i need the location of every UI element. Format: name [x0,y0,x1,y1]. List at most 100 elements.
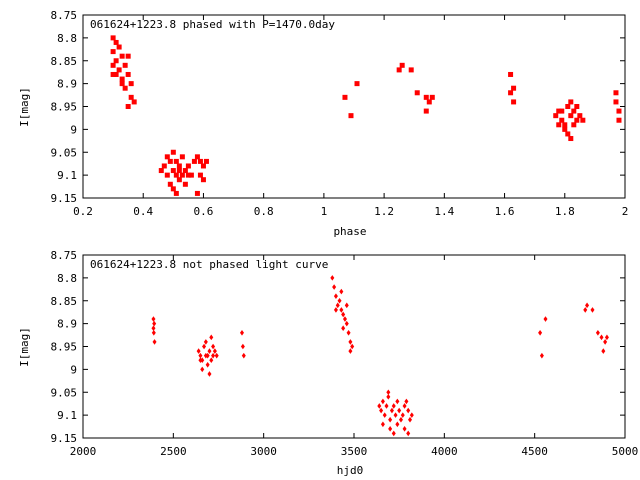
data-point [590,307,595,313]
data-point [182,181,188,187]
unphased-chart: 061624+1223.8 not phased light curve hjd… [18,249,638,477]
phased-chart: 061624+1223.8 phased with P=1470.0day ph… [18,9,628,238]
unphased-x-axis-label: hjd0 [337,464,364,477]
data-point [391,430,396,437]
data-point [332,284,337,290]
data-point [396,67,402,73]
data-point [173,172,179,178]
y-tick-label: 9.1 [57,409,77,422]
data-point [402,426,407,432]
data-point [176,163,182,169]
data-point [341,325,346,331]
y-tick-label: 9.1 [57,169,77,182]
phased-ticks: 0.2 0.4 0.6 0.8 1 1.2 1.4 1.6 1.8 2 8.75 8.8 8.85 8.9… [51,9,629,218]
data-point [167,158,173,164]
data-point [604,334,609,341]
data-point [110,71,116,77]
data-point [119,81,125,87]
x-tick-label: 0.2 [73,205,93,218]
data-point [511,99,517,105]
data-point [559,117,565,123]
data-point [333,307,338,313]
data-point [209,357,214,364]
data-point [389,407,394,414]
data-point [113,39,119,45]
data-point [164,154,170,160]
data-point [603,339,608,345]
unphased-y-axis-label: I[mag] [18,327,31,367]
x-tick-label: 2000 [70,445,97,458]
x-tick-label: 0.8 [254,205,274,218]
x-tick-label: 0.6 [194,205,214,218]
data-point [585,302,590,309]
data-point [402,403,407,409]
data-point [423,94,429,100]
data-point [335,302,340,309]
data-point [116,67,122,73]
y-tick-label: 8.75 [51,249,78,262]
data-point [179,172,185,178]
data-point [176,177,182,183]
data-point [197,158,203,164]
data-point [341,311,346,318]
data-point [354,81,360,87]
data-point [198,352,203,359]
data-point [583,307,588,313]
x-tick-label: 2 [622,205,629,218]
data-point [595,329,600,336]
data-point [173,158,179,164]
data-point [170,149,176,155]
x-tick-label: 1.4 [434,205,454,218]
data-point [414,90,420,96]
x-tick-label: 0.4 [133,205,153,218]
data-point [601,348,606,354]
data-point [384,403,389,409]
x-tick-label: 5000 [612,445,639,458]
data-point [344,302,349,309]
y-tick-label: 8.85 [51,295,78,308]
data-point [391,403,396,409]
data-point [119,53,125,59]
y-tick-label: 9.15 [51,192,78,205]
data-point [568,99,574,105]
data-point [577,113,583,119]
data-point [200,177,206,183]
data-point [565,131,571,137]
x-tick-label: 3000 [250,445,277,458]
data-point [348,113,354,119]
data-point [128,81,134,87]
data-point [398,416,403,423]
unphased-ticks: 2000 2500 3000 3500 4000 4500 5000 8.75 8.8 8.85 8… [51,249,639,458]
data-point [377,403,382,409]
x-tick-label: 2500 [160,445,187,458]
data-point [239,329,244,336]
data-point [207,371,212,377]
data-point [131,99,137,105]
data-point [616,117,622,123]
phased-y-axis-label: I[mag] [18,87,31,127]
data-point [339,288,344,295]
y-tick-label: 8.8 [57,272,77,285]
y-tick-label: 9 [70,363,77,376]
data-point [170,168,176,174]
data-point [203,158,209,164]
data-point [116,44,122,50]
data-point [404,398,409,405]
data-point [203,339,208,345]
data-point [209,334,214,341]
x-tick-label: 1.8 [555,205,575,218]
data-point [380,421,385,428]
data-point [565,104,571,109]
data-point [194,154,200,160]
data-point [408,416,413,423]
data-point [409,412,414,418]
x-tick-label: 4500 [521,445,548,458]
data-point [110,62,116,68]
data-point [508,71,514,77]
data-point [346,329,351,336]
data-point [113,58,119,64]
data-point [380,398,385,405]
data-point [386,394,391,400]
data-point [122,62,128,68]
